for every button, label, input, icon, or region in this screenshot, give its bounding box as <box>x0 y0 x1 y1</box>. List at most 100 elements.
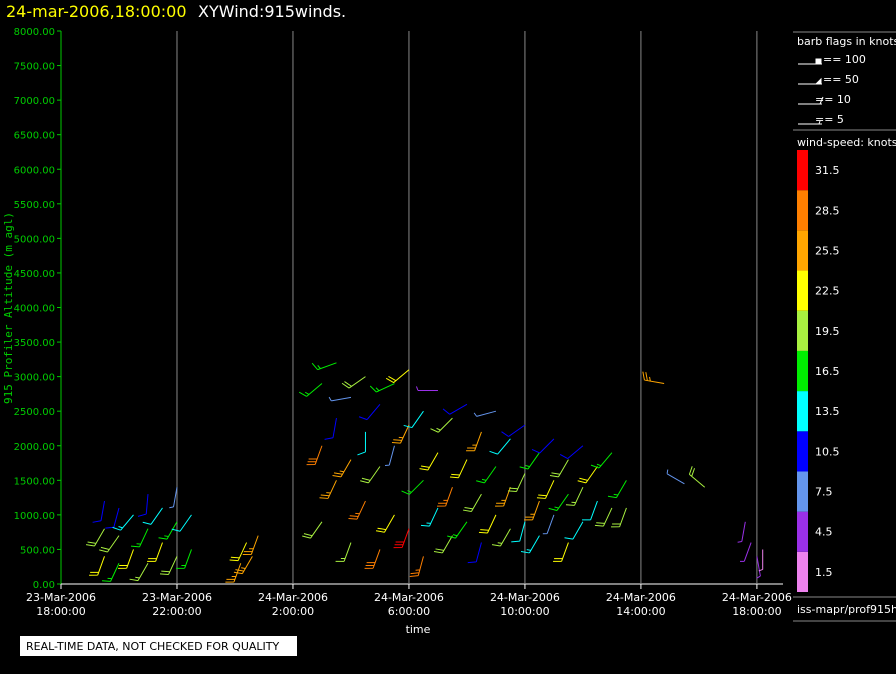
wind-barb <box>233 556 253 575</box>
wind-barb <box>169 487 178 509</box>
colorbar-segment <box>797 431 808 472</box>
x-tick-label: 24-Mar-2006 6:00:00 <box>374 591 444 618</box>
source-label: iss-mapr/prof915h <box>797 603 896 616</box>
wind-barb <box>542 514 555 535</box>
y-tick-label: 5000.00 <box>14 234 55 245</box>
wind-barb <box>324 418 337 440</box>
wind-barb <box>89 556 105 576</box>
wind-barb <box>420 507 439 527</box>
colorbar-segment <box>797 150 808 191</box>
wind-barb <box>437 487 453 507</box>
y-tick-label: 4500.00 <box>14 269 55 280</box>
wind-barb <box>118 549 134 569</box>
wind-barb <box>582 500 598 521</box>
wind-barb <box>466 431 482 452</box>
wind-barb <box>594 507 613 527</box>
colorbar-label: 10.5 <box>815 445 840 458</box>
wind-barb <box>391 424 410 444</box>
wind-barb <box>739 542 752 562</box>
y-tick-label: 2500.00 <box>14 407 55 418</box>
colorbar-segment <box>797 190 808 231</box>
wind-barb <box>590 452 613 469</box>
wind-barb <box>403 410 424 429</box>
y-tick-label: 3000.00 <box>14 373 55 384</box>
wind-barb <box>348 500 366 520</box>
y-tick-label: 3500.00 <box>14 338 55 349</box>
colorbar-segment <box>797 350 808 392</box>
wind-barb <box>607 480 627 499</box>
wind-barb <box>565 487 584 506</box>
wind-barb <box>536 480 555 499</box>
wind-barb <box>335 542 352 562</box>
wind-barb <box>758 549 764 572</box>
y-tick-label: 500.00 <box>20 545 55 556</box>
colorbar-segment <box>797 551 808 592</box>
wind-barb <box>306 445 323 466</box>
wind-barb <box>549 459 569 478</box>
wind-barb <box>442 403 468 415</box>
wind-barb <box>298 383 323 397</box>
wind-barb <box>85 528 105 547</box>
colorbar-segment <box>797 230 808 271</box>
y-tick-label: 1000.00 <box>14 511 55 522</box>
wind-barb <box>364 549 381 569</box>
wind-barb <box>409 556 424 577</box>
wind-barb <box>666 469 685 485</box>
wind-barb <box>384 445 395 466</box>
wind-barb <box>242 535 259 555</box>
chart-subtitle: XYWind:915winds. <box>198 2 346 21</box>
wind-barb <box>319 480 337 499</box>
wind-barb <box>737 521 746 543</box>
x-tick-label: 23-Mar-2006 22:00:00 <box>142 591 212 618</box>
wind-barb <box>171 514 192 532</box>
colorbar-segment <box>797 270 808 311</box>
wind-barb <box>92 500 105 523</box>
barbs <box>85 362 764 583</box>
wind-barb <box>101 563 120 582</box>
colorbar-label: 19.5 <box>815 325 840 338</box>
wind-barb <box>501 424 526 437</box>
wind-barb <box>473 410 497 417</box>
wind-barb <box>360 466 381 484</box>
legend-entry: == 10 <box>815 93 851 106</box>
wind-barb <box>105 507 120 529</box>
y-tick-label: 0.00 <box>33 580 55 591</box>
wind-barb <box>358 403 381 421</box>
colorbar-segment <box>797 310 808 351</box>
wind-barb <box>375 514 395 533</box>
wind-barb <box>688 466 706 488</box>
colorbar-segment <box>797 511 808 552</box>
wind-barb <box>449 459 468 479</box>
wind-barb <box>357 431 366 456</box>
wind-barb <box>159 556 178 575</box>
colorbar-label: 1.5 <box>815 566 833 579</box>
colorbar-label: 28.5 <box>815 204 840 217</box>
wind-barb <box>642 371 665 385</box>
wind-barb <box>495 487 511 507</box>
wind-barb <box>401 479 424 495</box>
colorbar-label: 25.5 <box>815 244 840 257</box>
wind-barb <box>524 500 540 521</box>
legend-barbs <box>798 58 824 125</box>
wind-barb <box>478 514 497 534</box>
legend-title: barb flags in knots <box>797 35 896 48</box>
wind-barb <box>548 493 569 512</box>
colorbar-title: wind-speed: knots <box>797 136 896 149</box>
wind-barb <box>531 438 555 454</box>
y-tick-label: 6000.00 <box>14 165 55 176</box>
colorbar-label: 13.5 <box>815 405 840 418</box>
wind-barb <box>559 445 584 460</box>
wind-barb <box>419 452 439 471</box>
colorbar-segment <box>797 391 808 432</box>
x-tick-label: 24-Mar-2006 18:00:00 <box>722 591 792 618</box>
wind-barb <box>229 542 248 562</box>
y-tick-label: 7000.00 <box>14 96 55 107</box>
wind-barb <box>311 362 337 371</box>
wind-barb <box>99 535 120 553</box>
y-tick-label: 8000.00 <box>14 27 55 38</box>
wind-barb <box>756 556 761 579</box>
colorbar-label: 4.5 <box>815 526 833 539</box>
legend-entry: == 50 <box>823 73 859 86</box>
